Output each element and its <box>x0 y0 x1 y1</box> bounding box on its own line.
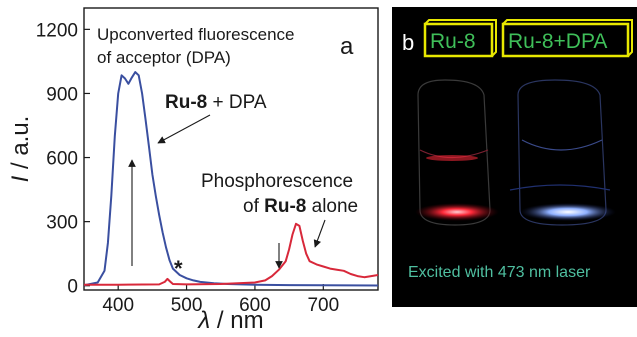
x-tick-label: 600 <box>239 295 271 316</box>
y-tick-label: 300 <box>46 213 78 234</box>
blue-glow <box>520 203 616 221</box>
y-axis-symbol: I <box>7 175 34 182</box>
x-tick-label: 400 <box>102 295 134 316</box>
annotation-upconverted-line1: Upconverted fluorescence <box>97 25 295 44</box>
plot-frame <box>83 7 379 291</box>
panel-b-label: b <box>402 30 414 55</box>
label-box-ru8: Ru-8 <box>423 19 497 58</box>
red-glow <box>415 203 499 221</box>
photo-panel-b: b Ru-8 Ru-8+DPA Excited with 473 nm lase… <box>392 7 637 307</box>
x-axis-unit: / nm <box>210 307 263 334</box>
series-line-red <box>84 222 378 286</box>
x-tick-label: 500 <box>171 295 203 316</box>
red-glow-faint <box>426 155 478 161</box>
series-line-blue <box>84 71 378 287</box>
y-tick-label: 1200 <box>36 20 78 41</box>
y-ticks: 0 300 600 900 1200 <box>36 20 90 298</box>
phos-alone: alone <box>306 196 358 217</box>
phos-ru8-bold: Ru-8 <box>264 196 306 217</box>
x-axis-symbol: λ <box>196 307 210 334</box>
ru8-bold: Ru-8 <box>165 92 207 113</box>
annotation-phos-line1: Phosphorescence <box>201 171 353 192</box>
y-axis-title: I / a.u. <box>7 116 34 183</box>
annotation-phos-line2: of Ru-8 alone <box>243 196 358 217</box>
dpa-text: + DPA <box>207 92 267 113</box>
annotation-ru8-dpa: Ru-8 + DPA <box>165 92 267 113</box>
label-ru8-dpa: Ru-8+DPA <box>508 30 607 53</box>
photo-caption: Excited with 473 nm laser <box>408 264 591 281</box>
panel-a-label: a <box>340 33 354 60</box>
label-box-ru8-dpa: Ru-8+DPA <box>501 19 633 58</box>
x-tick-label: 700 <box>307 295 339 316</box>
annotation-asterisk: * <box>174 256 183 281</box>
chart-panel-a: 400 500 600 700 0 300 600 900 1200 λ / nm I / a… <box>7 7 379 334</box>
y-axis-unit: / a.u. <box>7 116 34 176</box>
annotation-upconverted-line2: of acceptor (DPA) <box>97 48 231 67</box>
y-tick-label: 600 <box>46 149 78 170</box>
arrow-ru8-dpa <box>157 114 211 144</box>
label-ru8: Ru-8 <box>430 30 476 53</box>
x-axis-title: λ / nm <box>196 307 263 334</box>
x-ticks: 400 500 600 700 <box>102 284 339 316</box>
phos-of: of <box>243 196 264 217</box>
y-tick-label: 0 <box>67 277 78 298</box>
arrow-phos-peak <box>313 219 326 248</box>
y-tick-label: 900 <box>46 84 78 105</box>
series-group <box>84 71 378 287</box>
